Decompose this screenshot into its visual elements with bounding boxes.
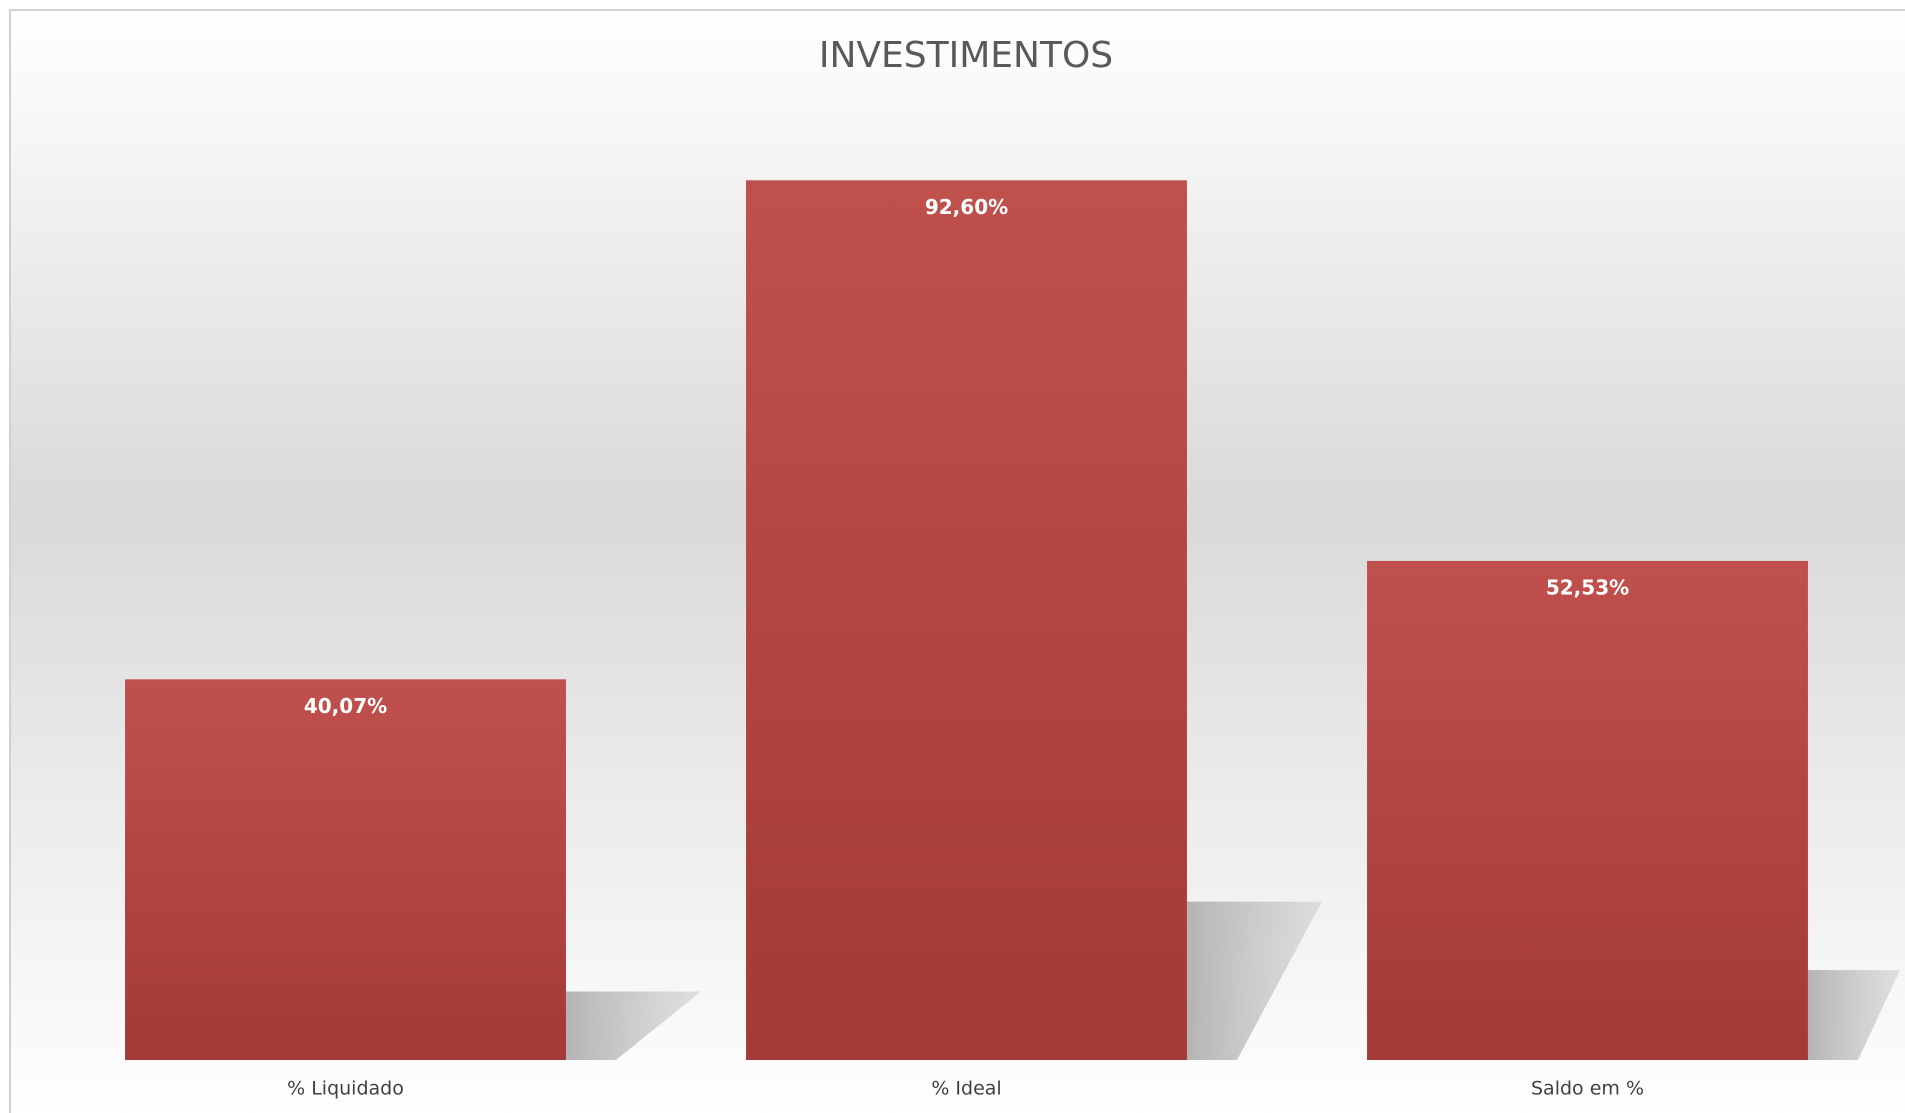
- bar: [1367, 560, 1808, 1060]
- data-label: 92,60%: [925, 195, 1008, 219]
- bar-shadow: [565, 991, 701, 1060]
- x-tick-label: % Ideal: [931, 1078, 1001, 1100]
- bar-shadow: [1807, 970, 1900, 1060]
- bar: [746, 180, 1187, 1061]
- x-tick-label: Saldo em %: [1531, 1078, 1644, 1100]
- chart-title: INVESTIMENTOS: [819, 35, 1113, 76]
- bar-shadow: [1186, 901, 1322, 1060]
- bar: [125, 679, 566, 1060]
- x-tick-label: % Liquidado: [287, 1078, 404, 1100]
- data-label: 40,07%: [304, 694, 387, 718]
- data-label: 52,53%: [1546, 575, 1629, 599]
